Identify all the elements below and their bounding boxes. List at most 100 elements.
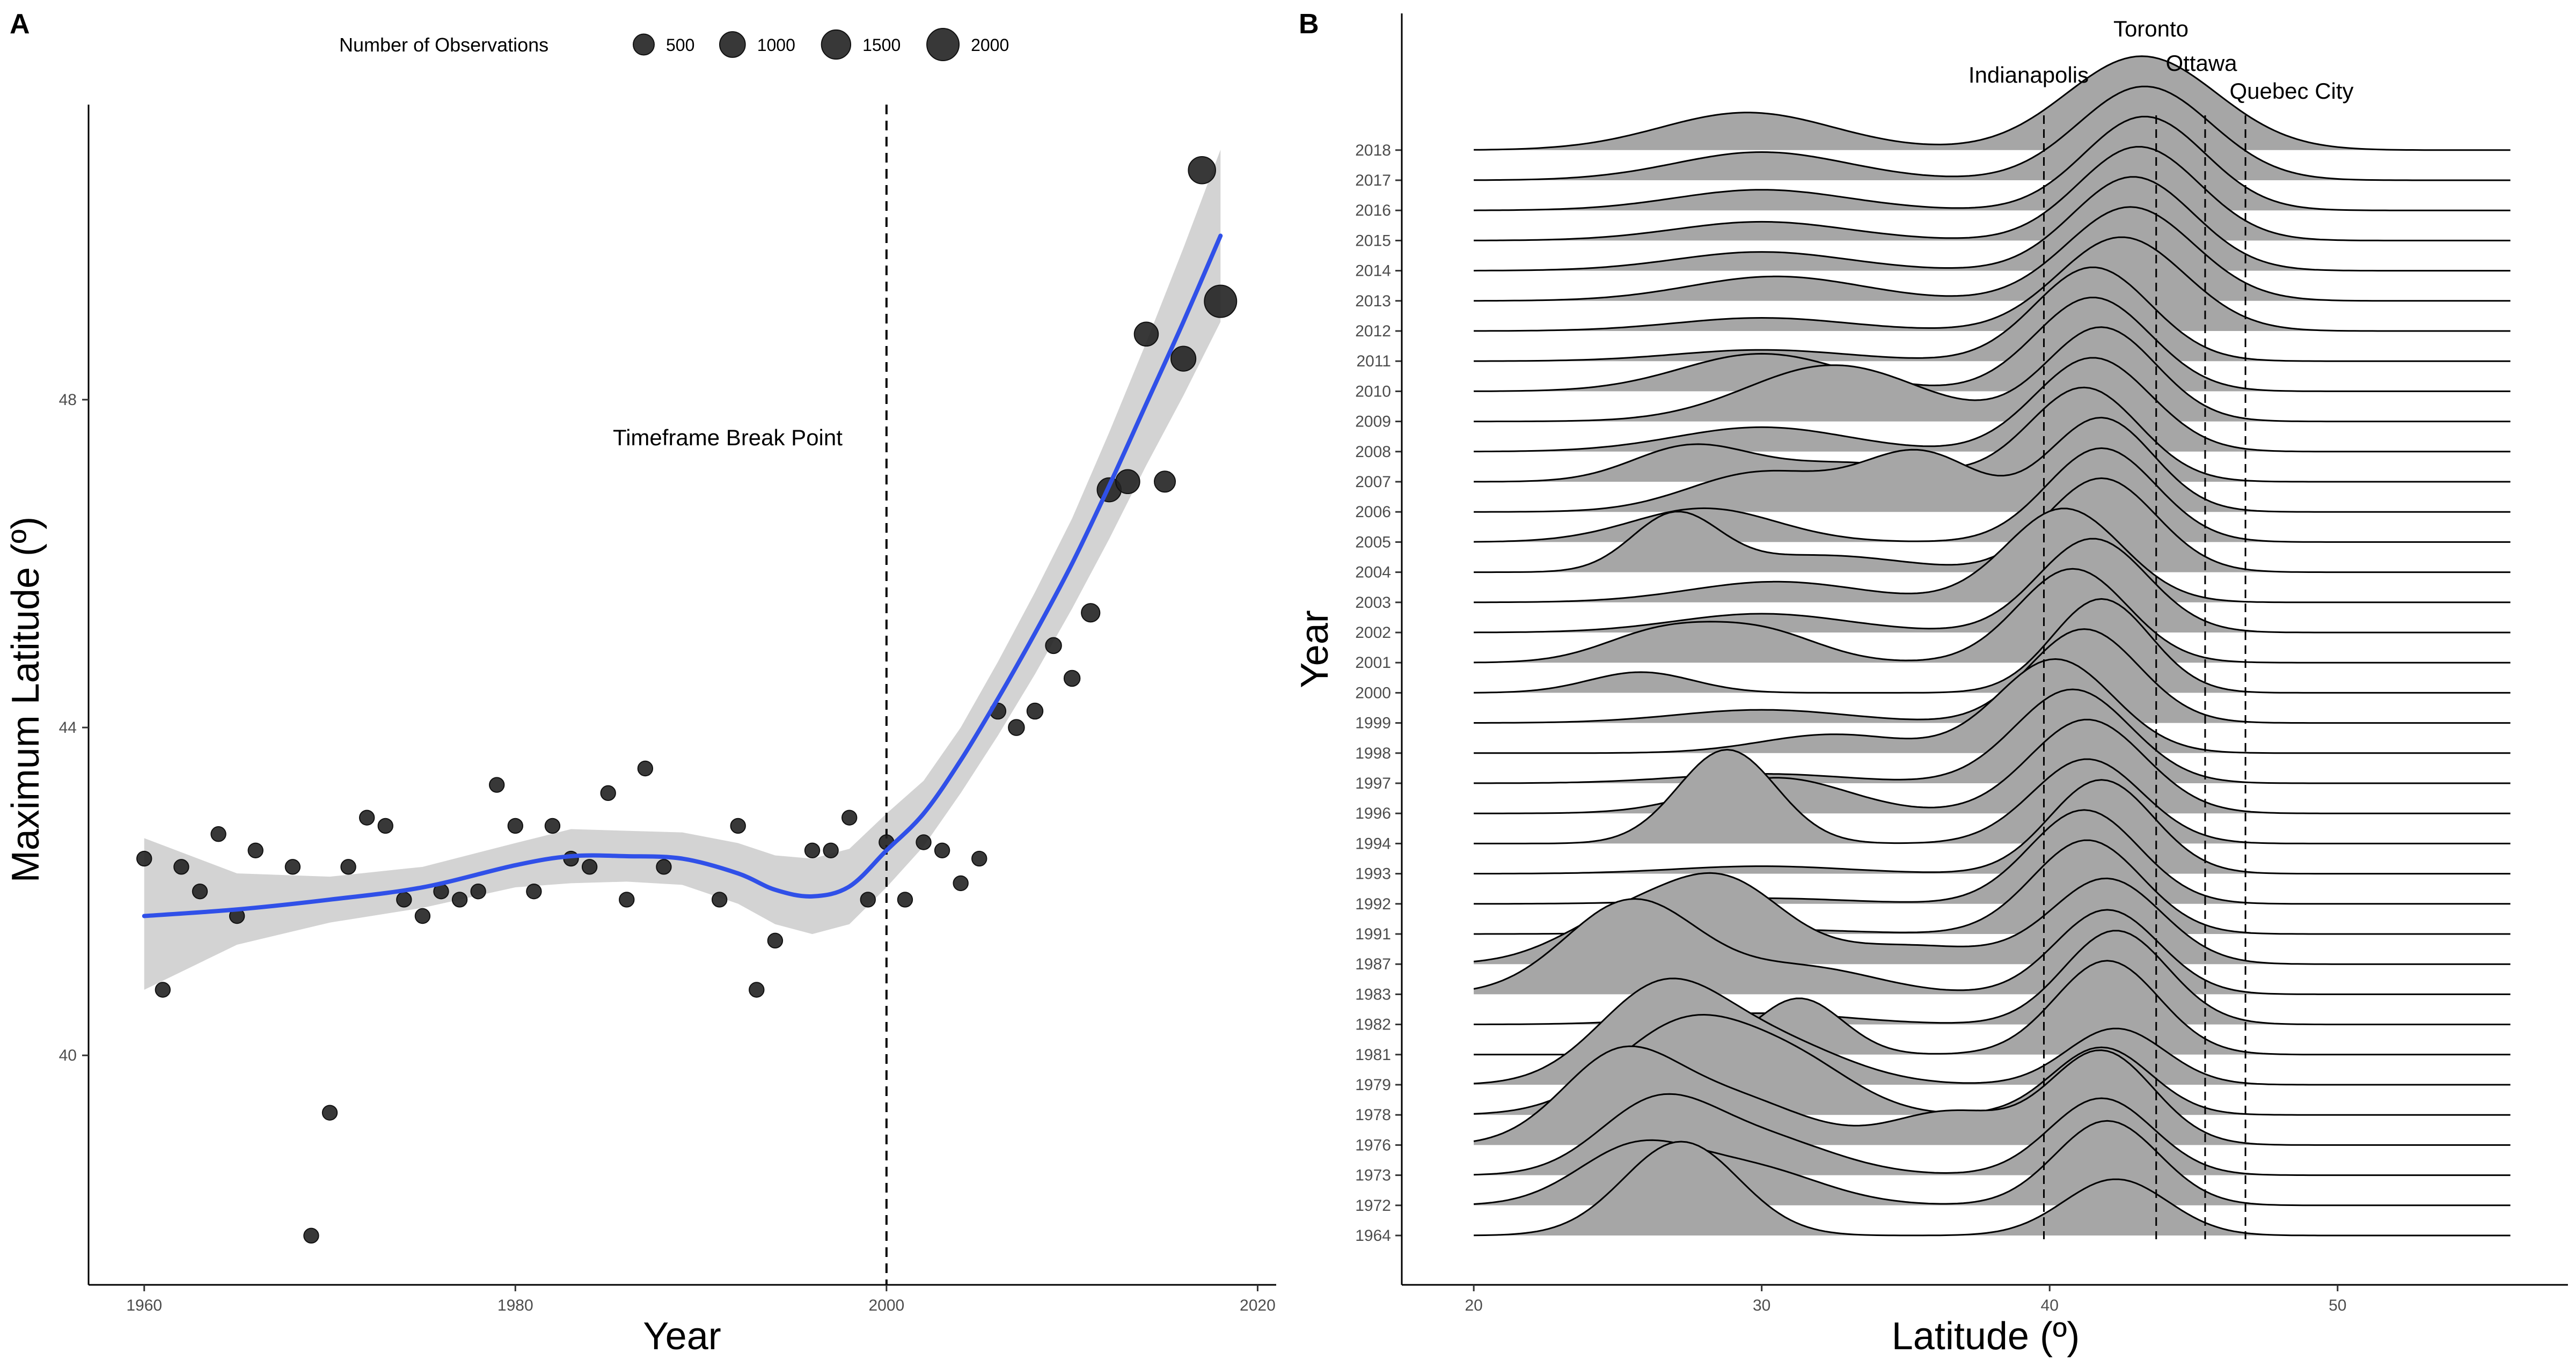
ridge-line [1473,872,2511,965]
year-label: 2006 [1355,503,1391,521]
data-point [1133,321,1159,347]
ridge-line [1474,266,2511,362]
year-label: 1991 [1355,925,1391,943]
ridge-line [1474,1120,2511,1207]
data-point [916,834,932,850]
data-point [823,842,839,858]
panel-a: A Number of Observations 500 1000 1500 2000… [4,9,1276,1358]
ridge-area [1474,146,2511,241]
ridge-line [1474,508,2511,604]
legend-circle [719,31,746,58]
data-point [303,1227,319,1244]
data-point [136,850,152,867]
panel-a-plot-area: 1960 1980 2000 2020 40 44 48 [59,105,1276,1314]
ridge-line [1474,1141,2511,1237]
ridge-line [1474,658,2511,754]
panel-a-letter: A [10,9,30,40]
ridge-line [1474,718,2511,814]
smooth-trend-line [142,233,1223,918]
year-label: 1964 [1355,1227,1391,1245]
ridge-area [1474,569,2511,663]
data-point [340,859,356,875]
data-point [451,892,468,908]
ridge-line [1474,85,2511,181]
year-label: 2011 [1356,352,1391,370]
data-point [1063,670,1081,687]
legend-circle [926,28,960,61]
ridge-line [1474,297,2511,392]
ridge-area [1474,478,2511,572]
x-tick-label: 40 [2041,1297,2059,1314]
ridge-line [1474,598,2511,694]
ridge-area [1474,417,2511,512]
x-tick-label: 30 [1753,1297,1770,1314]
ridge-area [1474,297,2511,392]
year-label: 1981 [1355,1046,1391,1064]
year-label: 2007 [1355,473,1391,491]
confidence-ribbon [144,150,1221,990]
ridge-area [1474,1094,2511,1175]
data-point [1115,469,1140,495]
data-point [804,842,821,858]
ridge-line [1474,206,2511,302]
year-label: 1979 [1355,1076,1391,1094]
y-axis-title-b: Year [1293,610,1336,688]
data-point [173,859,189,875]
year-label: 2010 [1355,383,1391,400]
data-point [377,818,393,834]
ridge-area [1474,387,2511,482]
data-point [971,850,987,867]
legend-circle [821,29,852,60]
legend-title: Number of Observations [339,34,548,56]
ridge-area [1474,86,2511,180]
ridge-area [1474,207,2511,301]
x-axis-title: Year [643,1315,721,1358]
data-point [470,883,486,900]
ridge-line [1474,146,2511,241]
ridge-line [1474,357,2511,453]
year-label: 2003 [1355,594,1391,612]
year-label: 2016 [1355,202,1391,219]
year-label: 1999 [1355,715,1391,732]
legend-label: 500 [666,35,694,55]
ridge-area [1474,237,2511,331]
ridge-line [1474,236,2511,332]
data-point [600,785,616,801]
year-label: 2014 [1355,262,1391,280]
data-point [1026,702,1044,720]
year-label: 1996 [1355,805,1391,822]
data-point [489,777,505,793]
ridge-area [1474,267,2511,362]
legend-label: 1000 [757,35,795,55]
x-tick-label: 20 [1465,1297,1482,1314]
ridge-line [1474,416,2511,513]
ridge-line [1474,748,2511,844]
year-label: 2008 [1355,443,1391,461]
x-tick-label: 1980 [497,1297,533,1314]
year-label: 2002 [1355,624,1391,642]
city-label: Ottawa [2165,50,2237,76]
panel-b-letter: B [1299,9,1319,40]
ridge-line [1474,447,2511,543]
data-point [619,892,635,908]
year-label: 2017 [1355,172,1391,189]
ridge-line [1474,1093,2511,1176]
data-point [507,818,523,834]
ridge-line [1474,386,2511,483]
legend-circle [633,33,655,56]
legend-label: 1500 [862,35,901,55]
ridge-area [1474,749,2511,844]
data-point [637,760,654,777]
ridge-line [1474,176,2511,272]
data-point [934,842,950,858]
data-point [1170,345,1197,372]
year-label: 1998 [1355,745,1391,762]
year-label: 2013 [1355,292,1391,310]
ridge-line [1474,115,2511,211]
data-point [1081,603,1101,623]
ridge-area [1474,56,2511,150]
x-tick-label: 1960 [126,1297,162,1314]
ridge-line [1474,688,2511,784]
ridge-line [1473,898,2511,995]
data-point [210,826,226,842]
